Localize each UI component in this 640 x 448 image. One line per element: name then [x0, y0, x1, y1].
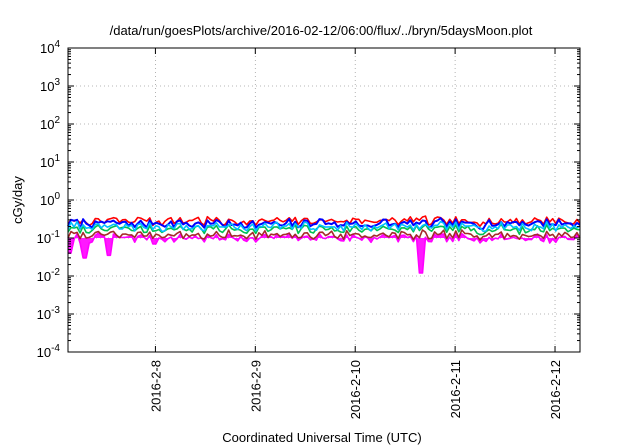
series-line: [67, 220, 581, 233]
gridlines: [68, 48, 580, 352]
series-group: [67, 215, 581, 274]
series-line: [67, 217, 581, 230]
x-tick-label: 2016-2-10: [348, 360, 363, 419]
y-tick-label: 10-4: [37, 343, 61, 360]
axis-ticks: 10-4 10-3 10-2 10-1 100 101 102 103 104 2016-2-8 2…: [37, 39, 580, 419]
x-tick-label: 2016-2-8: [148, 360, 163, 412]
x-axis-label: Coordinated Universal Time (UTC): [222, 430, 421, 445]
x-tick-label: 2016-2-11: [448, 360, 463, 418]
series-line: [67, 229, 581, 241]
y-tick-label: 10-1: [37, 229, 61, 246]
series-line: [68, 232, 581, 274]
x-tick-label: 2016-2-9: [248, 360, 263, 412]
y-axis-label: cGy/day: [10, 176, 25, 224]
y-tick-label: 10-2: [37, 267, 61, 284]
x-tick-label: 2016-2-12: [548, 360, 563, 419]
y-tick-label: 100: [40, 191, 60, 208]
y-tick-label: 102: [40, 115, 60, 132]
y-tick-label: 104: [40, 39, 60, 56]
y-tick-label: 103: [40, 77, 60, 94]
y-tick-label: 101: [40, 153, 60, 170]
series-line: [67, 223, 581, 236]
y-tick-label: 10-3: [37, 305, 61, 322]
chart-title: /data/run/goesPlots/archive/2016-02-12/0…: [110, 23, 533, 38]
